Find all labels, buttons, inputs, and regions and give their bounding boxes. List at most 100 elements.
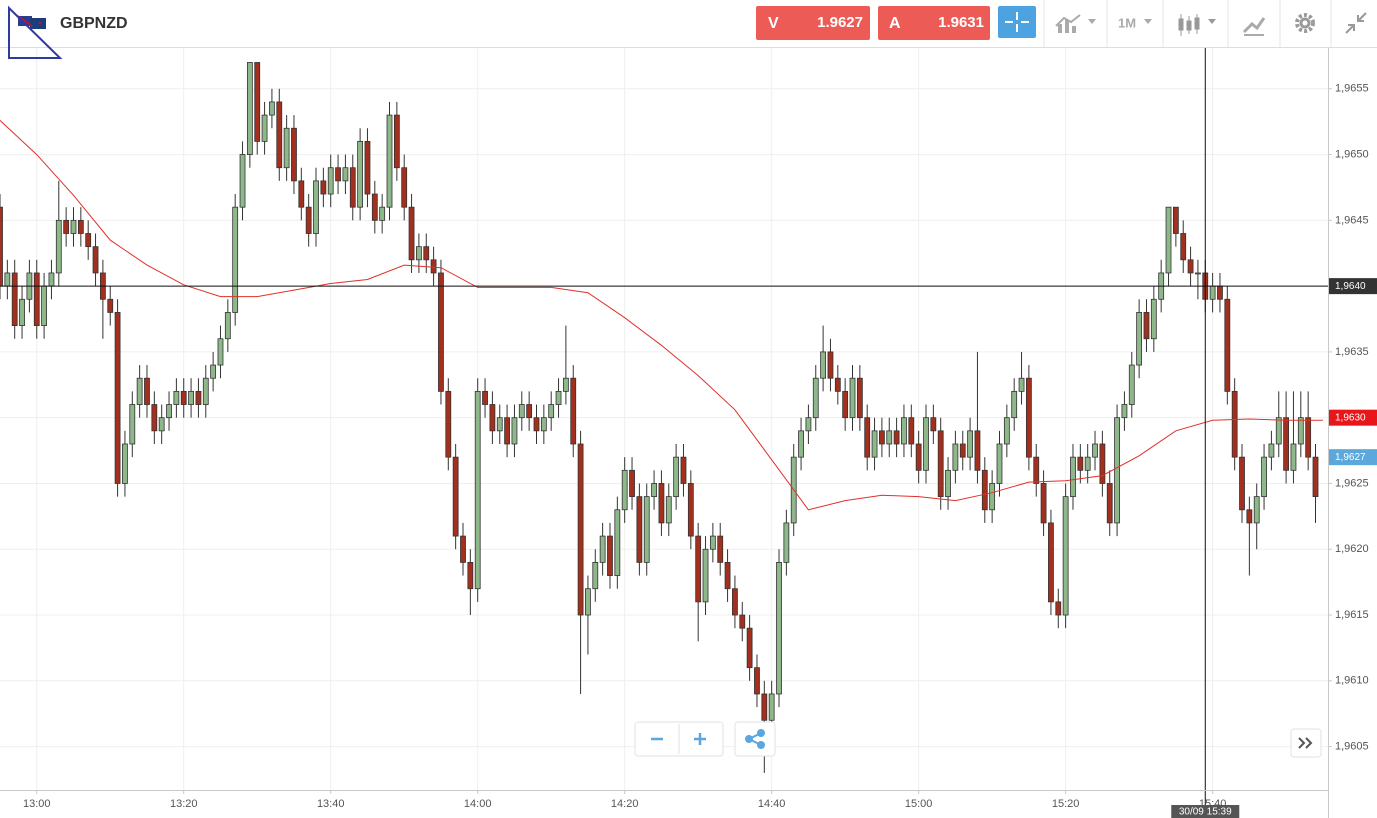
plot-area	[0, 48, 1328, 818]
candle-body	[136, 377, 143, 405]
candle-body	[1195, 272, 1201, 275]
candle-body	[401, 167, 408, 208]
scroll-right-button[interactable]	[1290, 728, 1322, 758]
y-tick-label: 1,9610	[1335, 675, 1369, 687]
candle-body	[496, 417, 503, 432]
candle-body	[607, 535, 613, 576]
candle-body	[1261, 456, 1267, 498]
buy-label[interactable]: A	[889, 15, 901, 32]
candle-body	[886, 430, 893, 445]
scroll-right-icon[interactable]	[1298, 737, 1313, 749]
candle-body	[210, 364, 217, 379]
candle-body	[1268, 443, 1275, 458]
candle-body	[540, 417, 547, 432]
candle-body	[1084, 456, 1091, 471]
indicator-button[interactable]	[1055, 14, 1096, 33]
timeframe[interactable]: 1M	[1118, 15, 1136, 30]
candle-body	[305, 206, 312, 234]
candle-body	[614, 509, 621, 576]
candle-body	[562, 377, 569, 392]
candle-body	[320, 180, 327, 195]
sell-button[interactable]	[756, 6, 870, 40]
share-icon[interactable]	[745, 729, 765, 749]
candle-body	[239, 154, 246, 208]
candle-body	[1055, 601, 1062, 616]
buy-button[interactable]	[878, 6, 990, 40]
candle-body	[1025, 377, 1032, 458]
candle-body	[19, 298, 25, 326]
candle-body	[592, 562, 599, 590]
candle-body	[151, 404, 158, 432]
candle-body	[232, 206, 239, 313]
buy-price[interactable]: 1.9631	[938, 14, 984, 31]
candle-body	[974, 430, 981, 471]
candle-body	[1312, 456, 1319, 498]
candle-body	[1070, 456, 1076, 498]
candle-body	[629, 469, 635, 498]
chart-type-button[interactable]	[1178, 14, 1216, 36]
settings-button[interactable]	[1295, 13, 1315, 33]
candle-body	[776, 562, 782, 695]
candle-body	[254, 62, 261, 142]
symbol: GBPNZD	[60, 15, 128, 32]
sell-price[interactable]: 1.9627	[817, 14, 863, 31]
candle-body	[1180, 233, 1187, 261]
drawing-triangle	[8, 5, 63, 59]
candle-body	[996, 443, 1003, 484]
candle-body	[1062, 496, 1069, 616]
crosshair-button[interactable]	[998, 6, 1036, 38]
candle-body	[364, 141, 371, 195]
candle-body	[70, 219, 77, 234]
candle-body	[1187, 259, 1194, 274]
flag-icon	[17, 15, 46, 29]
crosshair-x-label: 30/09 15:39	[1179, 807, 1232, 818]
candle-body	[342, 167, 349, 182]
candle-body	[276, 101, 283, 169]
candle-body	[636, 496, 643, 563]
candle-body	[511, 417, 518, 445]
collapse-button[interactable]	[1345, 12, 1367, 34]
candle-body	[658, 483, 665, 524]
candle-body	[754, 667, 760, 695]
candle-body	[989, 483, 996, 511]
moving-average	[0, 120, 1323, 511]
x-tick-label: 13:40	[317, 798, 345, 810]
candle-body	[379, 206, 386, 221]
price-tag-label: 1,9630	[1335, 412, 1366, 423]
zoom-in[interactable]	[694, 733, 706, 745]
candle-body	[783, 522, 790, 563]
price-tag	[1329, 409, 1377, 426]
toolbar-separators	[1043, 0, 1332, 47]
sell-label[interactable]: V	[768, 15, 779, 32]
y-tick-label: 1,9615	[1335, 609, 1369, 621]
candle-body	[1150, 298, 1157, 340]
candle-body	[48, 272, 55, 287]
candle-body	[1165, 206, 1172, 274]
y-tick-label: 1,9635	[1335, 346, 1369, 358]
candle-body	[673, 456, 680, 498]
candle-body	[349, 167, 356, 208]
candle-body	[643, 496, 650, 563]
candle-body	[967, 430, 973, 458]
candle-body	[570, 377, 577, 445]
candle-body	[1239, 456, 1245, 511]
crosshair-x-tag	[1171, 805, 1240, 818]
candle-body	[1283, 417, 1290, 471]
candle-body	[0, 206, 3, 287]
candle-body	[41, 285, 47, 326]
y-tick-label: 1,9605	[1335, 740, 1369, 752]
x-tick-label: 14:00	[464, 798, 492, 810]
share-button[interactable]	[734, 721, 776, 757]
x-tick-label: 15:00	[905, 798, 933, 810]
candle-body	[1106, 483, 1113, 524]
candle-body	[798, 430, 804, 458]
draw-button[interactable]	[1242, 17, 1266, 36]
timeframe-caret[interactable]	[1144, 19, 1152, 24]
candle-body	[217, 338, 224, 366]
candle-body	[959, 443, 966, 458]
candle-body	[585, 588, 591, 616]
candle-body	[423, 246, 430, 261]
candle-body	[393, 114, 400, 169]
candle-body	[915, 443, 922, 471]
candle-body	[85, 233, 92, 248]
